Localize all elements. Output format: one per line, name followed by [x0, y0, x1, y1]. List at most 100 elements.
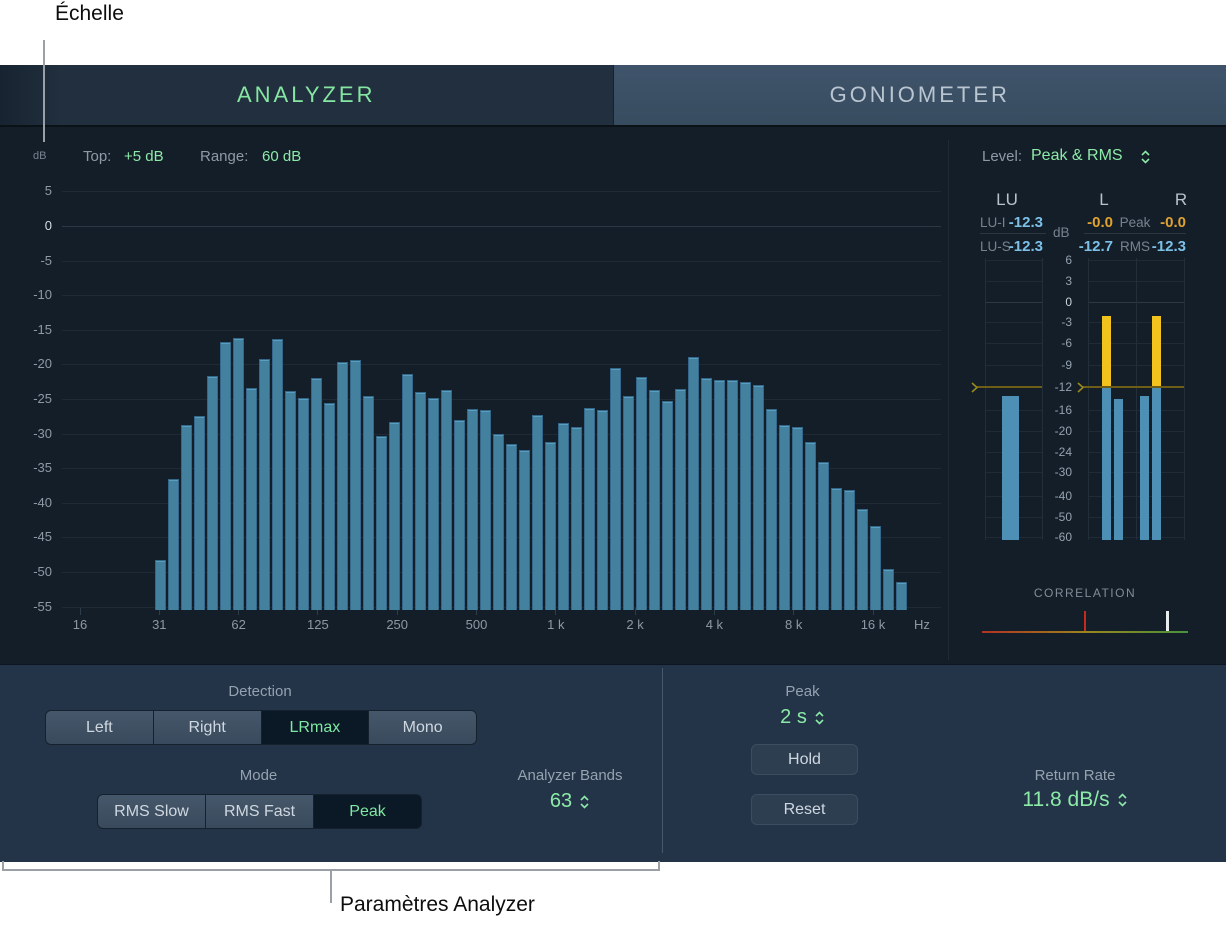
r-rms-meter-bar: [1140, 396, 1149, 540]
r-rms-value: -12.3: [1151, 238, 1186, 255]
detection-option-mono[interactable]: Mono: [369, 711, 476, 744]
correlation-zero-mark: [1084, 611, 1086, 631]
reference-arrow-icon: [1077, 382, 1084, 393]
spectrum-bar: [441, 390, 452, 610]
spectrum-bar: [155, 560, 166, 610]
spectrum-bar: [675, 388, 686, 610]
meter-frame-line: [985, 258, 986, 540]
spectrum-gridline: [62, 399, 941, 400]
x-tick-mark: [793, 608, 795, 615]
peak-row-label: Peak: [1119, 215, 1151, 230]
lu-i-value: -12.3: [1008, 214, 1043, 231]
spectrum-bar: [454, 420, 465, 610]
spectrum-bar: [324, 403, 335, 610]
tab-bar: ANALYZER GONIOMETER: [0, 65, 1226, 127]
detection-button-group: Left Right LRmax Mono: [45, 710, 477, 745]
lu-row-separator: [980, 233, 1046, 234]
detection-option-lrmax[interactable]: LRmax: [261, 711, 369, 744]
mode-option-rms-slow[interactable]: RMS Slow: [98, 795, 205, 828]
spectrum-bar: [493, 434, 504, 610]
y-tick-label: -45: [33, 529, 52, 545]
x-tick-label: 16 k: [860, 617, 886, 632]
range-value[interactable]: 60 dB: [262, 148, 302, 165]
spectrum-gridline: [62, 433, 941, 435]
return-rate-label: Return Rate: [1034, 767, 1116, 784]
spectrum-bar: [779, 425, 790, 610]
l-meter-header: L: [1099, 190, 1109, 209]
x-tick-mark: [476, 608, 477, 615]
spectrum-gridline: [62, 364, 941, 366]
meter-tick-label: 3: [1065, 274, 1072, 288]
reset-button[interactable]: Reset: [751, 794, 858, 825]
spectrum-bar: [636, 376, 647, 610]
tab-analyzer[interactable]: ANALYZER: [0, 65, 613, 125]
detection-option-left[interactable]: Left: [46, 711, 153, 744]
return-rate-chevron-icon: [1118, 793, 1127, 807]
spectrum-bar: [597, 410, 608, 610]
top-label: Top:: [83, 148, 112, 165]
lu-reference-line: [977, 386, 1042, 388]
analyzer-bands-value[interactable]: 63: [490, 790, 650, 813]
spectrum-bar: [753, 385, 764, 610]
meter-gridline: [985, 302, 1042, 303]
r-peak-meter-bar: [1152, 316, 1161, 386]
level-popup-chevron-icon: [1141, 150, 1150, 164]
y-tick-label: -40: [33, 494, 52, 510]
hold-button[interactable]: Hold: [751, 744, 858, 775]
analyzer-bands-chevron-icon: [580, 794, 589, 809]
spectrum-bar: [298, 398, 309, 610]
meter-frame-line: [1136, 258, 1137, 540]
detection-label: Detection: [228, 683, 292, 700]
mode-option-peak[interactable]: Peak: [314, 795, 421, 828]
spectrum-gridline: [62, 295, 941, 297]
x-tick-label: 250: [386, 617, 409, 632]
r-peak-value: -0.0: [1160, 214, 1186, 231]
peak-hold-label: Peak: [785, 683, 820, 700]
correlation-label: CORRELATION: [1033, 586, 1137, 600]
spectrum-bar: [220, 342, 231, 610]
reset-button-label: Reset: [783, 800, 826, 818]
spectrum-bar: [558, 423, 569, 610]
spectrum-gridline: [62, 260, 941, 262]
x-tick-label: 1 k: [547, 617, 565, 632]
return-rate-value[interactable]: 11.8 dB/s: [975, 788, 1175, 812]
spectrum-bar: [350, 360, 361, 610]
spectrum-bar: [727, 379, 738, 610]
top-value[interactable]: +5 dB: [124, 148, 164, 165]
x-tick-label: 62: [231, 617, 246, 632]
x-tick-mark: [634, 608, 636, 615]
meter-tick-label: -9: [1061, 358, 1072, 372]
peak-hold-value[interactable]: 2 s: [745, 706, 860, 729]
meter-tick-label: -30: [1054, 465, 1072, 479]
x-tick-label: 4 k: [705, 617, 724, 632]
analyzer-bands-label: Analyzer Bands: [517, 767, 623, 784]
detection-option-right[interactable]: Right: [153, 711, 261, 744]
level-mode-value[interactable]: Peak & RMS: [1031, 147, 1123, 164]
spectrum-bar: [714, 380, 725, 610]
tab-goniometer[interactable]: GONIOMETER: [612, 65, 1226, 125]
params-callout-label: Paramètres Analyzer: [340, 893, 535, 916]
hold-button-label: Hold: [788, 750, 821, 768]
spectrum-bar: [519, 449, 530, 610]
x-tick-mark: [555, 608, 557, 615]
spectrum-bar: [870, 525, 881, 610]
correlation-scale-line: [982, 631, 1188, 633]
reference-arrow-icon: [971, 382, 978, 393]
meter-gridline: [985, 322, 1042, 323]
lu-s-value: -12.3: [1008, 238, 1043, 255]
scale-callout-line: [43, 40, 45, 142]
x-tick-mark: [713, 608, 715, 615]
tab-analyzer-label: ANALYZER: [236, 82, 376, 107]
analyzer-bands-value-text: 63: [549, 790, 573, 812]
y-tick-label: -20: [33, 356, 52, 372]
spectrum-bar: [649, 390, 660, 610]
spectrum-bar: [506, 443, 517, 610]
spectrum-bar: [883, 568, 894, 610]
y-tick-label: -15: [33, 321, 52, 337]
spectrum-bar: [467, 409, 478, 610]
spectrum-bar: [207, 376, 218, 610]
spectrum-bar: [701, 378, 712, 610]
mode-option-rms-fast[interactable]: RMS Fast: [206, 795, 313, 828]
spectrum-bar: [610, 367, 621, 610]
